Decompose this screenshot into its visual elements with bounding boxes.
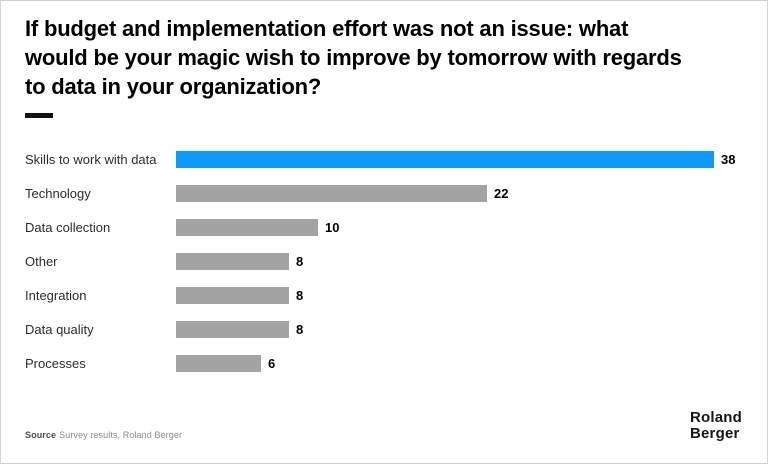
bar [176,286,289,304]
page-title: If budget and implementation effort was … [25,14,745,101]
title-underline-dash [25,113,53,118]
chart-row: Data collection 10 [1,210,767,244]
chart-row: Other 8 [1,244,767,278]
bar-value-label: 10 [325,219,340,235]
roland-berger-logo: Roland Berger [690,410,742,441]
title-line-2: would be your magic wish to improve by t… [25,45,682,70]
bar-chart: Skills to work with data 38 Technology 22 Da… [1,142,767,380]
chart-row: Processes 6 [1,346,767,380]
chart-row: Skills to work with data 38 [1,142,767,176]
bar-value-label: 38 [721,151,736,167]
bar-value-label: 6 [268,355,276,371]
chart-row: Technology 22 [1,176,767,210]
source-text: Survey results, Roland Berger [59,430,183,440]
source-label: Source [25,430,57,440]
category-label: Skills to work with data [25,151,157,167]
bar [176,354,261,372]
bar [176,150,714,168]
bar [176,320,289,338]
logo-line-1: Roland [689,409,742,426]
category-label: Technology [25,185,91,201]
bar-value-label: 22 [494,185,509,201]
bar-value-label: 8 [296,287,304,303]
category-label: Other [25,253,58,269]
title-line-1: If budget and implementation effort was … [25,16,629,41]
category-label: Processes [25,355,86,371]
source-line: Source Survey results, Roland Berger [25,430,182,440]
bar-value-label: 8 [296,253,304,269]
logo-line-2: Berger [689,424,740,442]
bar-value-label: 8 [296,321,304,337]
category-label: Data collection [25,219,111,235]
bar [176,252,289,270]
bar [176,218,318,236]
bar [176,184,487,202]
title-line-3: to data in your organization? [25,74,322,99]
category-label: Integration [25,287,87,303]
chart-row: Data quality 8 [1,312,767,346]
chart-row: Integration 8 [1,278,767,312]
category-label: Data quality [25,321,94,337]
